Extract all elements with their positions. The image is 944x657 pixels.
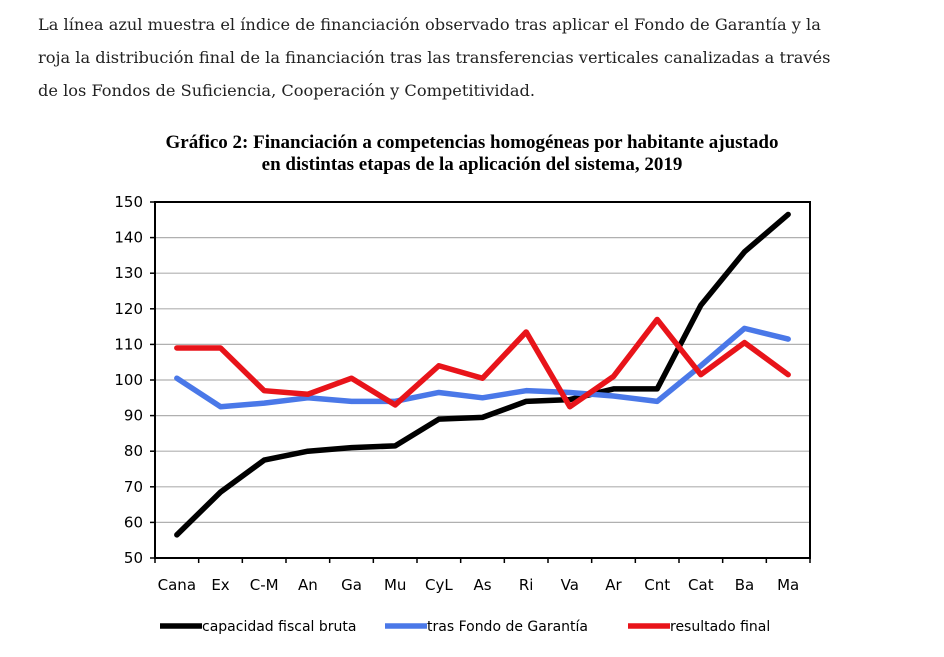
legend-label: capacidad fiscal bruta (202, 619, 356, 635)
x-tick-label: An (298, 576, 318, 594)
y-tick-label: 110 (114, 335, 143, 353)
chart-title-line: Gráfico 2: Financiación a competencias h… (165, 132, 779, 153)
x-tick-label: Cana (158, 576, 196, 594)
paragraph-line: roja la distribución final de la financi… (38, 48, 831, 67)
paragraph-line: La línea azul muestra el índice de finan… (38, 15, 821, 34)
intro-paragraph: La línea azul muestra el índice de finan… (38, 8, 908, 107)
x-tick-label: Cnt (644, 576, 670, 594)
x-tick-label: As (473, 576, 491, 594)
y-tick-label: 50 (124, 549, 143, 567)
paragraph-line: de los Fondos de Suficiencia, Cooperació… (38, 81, 536, 100)
y-tick-label: 150 (114, 193, 143, 211)
y-tick-label: 80 (124, 442, 143, 460)
x-tick-label: Ga (341, 576, 362, 594)
y-tick-label: 140 (114, 229, 143, 247)
chart-title: Gráfico 2: Financiación a competencias h… (0, 132, 944, 176)
plot-frame (154, 201, 811, 559)
y-tick-label: 100 (114, 371, 143, 389)
legend-label: tras Fondo de Garantía (427, 619, 588, 635)
y-tick-label: 90 (124, 407, 143, 425)
x-tick-label: Ba (735, 576, 754, 594)
x-tick-label: Ex (211, 576, 229, 594)
legend-label: resultado final (670, 619, 770, 635)
x-tick-label: CyL (425, 576, 453, 594)
x-tick-label: Ar (605, 576, 622, 594)
y-tick-label: 120 (114, 300, 143, 318)
series-line-2 (174, 316, 791, 410)
x-tick-label: Ri (519, 576, 534, 594)
y-tick-label: 70 (124, 478, 143, 496)
y-tick-label: 60 (124, 513, 143, 531)
x-tick-label: Cat (688, 576, 714, 594)
x-tick-label: C-M (250, 576, 279, 594)
x-tick-label: Mu (384, 576, 406, 594)
x-tick-label: Va (561, 576, 579, 594)
x-tick-label: Ma (777, 576, 799, 594)
y-tick-label: 130 (114, 264, 143, 282)
chart-title-line: en distintas etapas de la aplicación del… (261, 154, 683, 175)
